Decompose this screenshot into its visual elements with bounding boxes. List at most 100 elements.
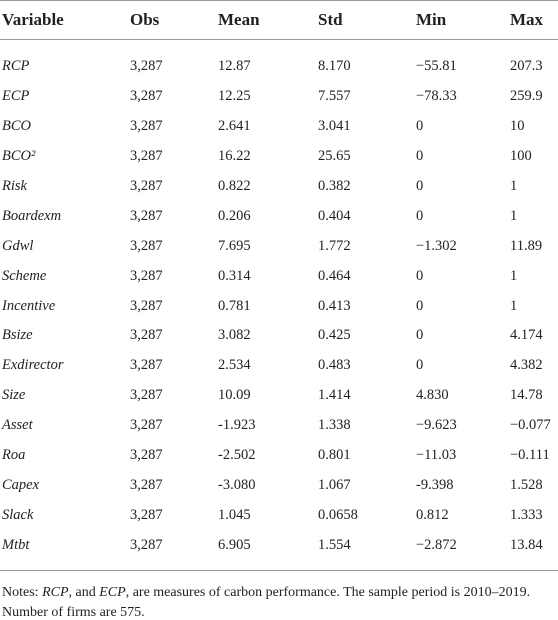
cell: 1 (510, 267, 518, 284)
cell: 3,287 (130, 207, 163, 224)
note-text: Notes: (2, 585, 43, 600)
cell: 3,287 (130, 237, 163, 254)
column-header: Std (316, 0, 414, 40)
cell: 3,287 (130, 178, 163, 194)
variable-name: Gdwl (2, 237, 34, 254)
note-text: ECP (99, 585, 126, 600)
table-row: Roa 3,287 -2.502 0.801 −11.03 −0.111 (0, 441, 558, 471)
cell: -9.398 (416, 476, 454, 493)
variable-name: Boardexm (2, 207, 62, 224)
cell: 0.801 (318, 447, 351, 464)
table-row: Slack 3,287 1.045 0.0658 0.812 1.333 (0, 500, 558, 530)
cell: −0.111 (510, 447, 550, 464)
cell: 3,287 (130, 148, 163, 165)
column-header: Min (414, 0, 508, 40)
variable-name: Slack (2, 506, 34, 523)
cell: 259.9 (510, 88, 543, 105)
cell: 12.87 (218, 58, 251, 75)
cell: −78.33 (416, 88, 457, 105)
cell: 3,287 (130, 267, 163, 284)
cell: 3,287 (130, 88, 163, 105)
variable-name: ECP (2, 88, 30, 105)
cell: 1.067 (318, 476, 351, 493)
table-row: Asset 3,287 -1.923 1.338 −9.623 −0.077 (0, 411, 558, 441)
cell: 14.78 (510, 387, 543, 404)
variable-name: Mtbt (0, 530, 128, 572)
cell: 0.314 (218, 267, 251, 284)
note-text: , and (68, 585, 100, 600)
cell: -2.502 (218, 447, 256, 464)
cell: 0.382 (318, 178, 351, 194)
cell: 1.045 (218, 506, 251, 523)
variable-name: Incentive (2, 297, 56, 314)
variable-name: Bsize (2, 327, 33, 344)
cell: 7.695 (218, 237, 251, 254)
cell: 100 (510, 148, 532, 165)
cell: 0 (416, 267, 424, 284)
summary-table: Variable Obs Mean Std Min Max RCP 3,287 12.87 8.… (0, 0, 558, 572)
cell: 13.84 (508, 530, 558, 572)
notes: Notes: RCP, and ECP, are measures of car… (2, 583, 552, 620)
table-row: Size 3,287 10.09 1.414 4.830 14.78 (0, 381, 558, 411)
table-row: Boardexm 3,287 0.206 0.404 0 1 (0, 201, 558, 231)
cell: 0.0658 (318, 506, 358, 523)
cell: 1.772 (318, 237, 351, 254)
cell: 10 (510, 118, 525, 135)
cell: 3,287 (130, 387, 163, 404)
cell: 0 (416, 327, 424, 344)
cell: 7.557 (318, 88, 351, 105)
cell: 3.082 (218, 327, 251, 344)
cell: 1 (510, 297, 518, 314)
cell: 0 (416, 297, 424, 314)
table-row: BCO 3,287 2.641 3.041 0 10 (0, 112, 558, 142)
cell: 11.89 (510, 237, 543, 254)
cell: 3,287 (130, 58, 163, 75)
cell: −2.872 (414, 530, 508, 572)
cell: 25.65 (318, 148, 351, 165)
cell: -1.923 (218, 417, 256, 434)
table-row: Scheme 3,287 0.314 0.464 0 1 (0, 261, 558, 291)
cell: 0 (416, 118, 424, 135)
cell: 4.382 (510, 357, 543, 374)
column-header: Max (508, 0, 558, 40)
cell: 0.812 (416, 506, 449, 523)
cell: -3.080 (218, 476, 256, 493)
cell: 0.413 (318, 297, 351, 314)
table-row: RCP 3,287 12.87 8.170 −55.81 207.3 (0, 40, 558, 82)
cell: 0 (416, 148, 424, 165)
cell: 3,287 (130, 327, 163, 344)
table-row: Capex 3,287 -3.080 1.067 -9.398 1.528 (0, 470, 558, 500)
variable-name: Exdirector (2, 357, 64, 374)
table-row: Incentive 3,287 0.781 0.413 0 1 (0, 291, 558, 321)
cell: 0.483 (318, 357, 351, 374)
cell: 16.22 (218, 148, 251, 165)
variable-name: RCP (2, 58, 30, 75)
cell: −1.302 (416, 237, 457, 254)
cell: 6.905 (216, 530, 316, 572)
cell: 1.414 (318, 387, 351, 404)
cell: 10.09 (218, 387, 251, 404)
note-text: , are measures of carbon performance. Th… (2, 585, 531, 620)
table-row: Exdirector 3,287 2.534 0.483 0 4.382 (0, 351, 558, 381)
table-row: Bsize 3,287 3.082 0.425 0 4.174 (0, 321, 558, 351)
cell: 2.641 (218, 118, 251, 135)
table-row: ECP 3,287 12.25 7.557 −78.33 259.9 (0, 82, 558, 112)
header-row: Variable Obs Mean Std Min Max (0, 0, 558, 40)
cell: 0.822 (218, 178, 251, 194)
cell: 0.425 (318, 327, 351, 344)
cell: 8.170 (318, 58, 351, 75)
cell: −55.81 (416, 58, 457, 75)
table-row: BCO² 3,287 16.22 25.65 0 100 (0, 142, 558, 172)
variable-name: Roa (2, 447, 26, 464)
cell: −11.03 (416, 447, 457, 464)
variable-name: BCO² (2, 148, 36, 165)
cell: 0.404 (318, 207, 351, 224)
cell: 1 (510, 207, 518, 224)
column-header: Variable (0, 0, 128, 40)
variable-name: BCO (2, 118, 31, 135)
cell: 12.25 (218, 88, 251, 105)
cell: 3.041 (318, 118, 351, 135)
table-row: Gdwl 3,287 7.695 1.772 −1.302 11.89 (0, 231, 558, 261)
cell: −9.623 (416, 417, 457, 434)
